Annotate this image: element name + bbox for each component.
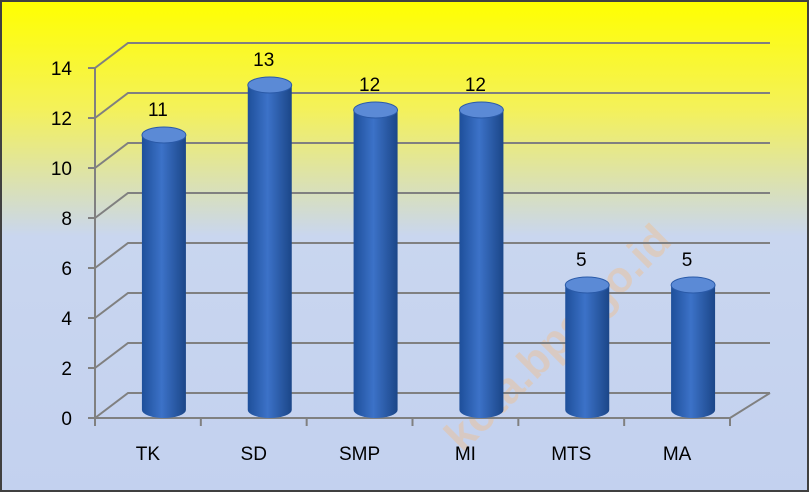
x-tick-label: SD bbox=[241, 444, 267, 465]
grid-line bbox=[94, 142, 770, 169]
bar-body bbox=[459, 110, 504, 418]
bar-top bbox=[564, 276, 610, 294]
x-tick-label: TK bbox=[136, 444, 161, 465]
bar-top bbox=[458, 101, 504, 119]
grid-line bbox=[94, 242, 770, 269]
bar-body bbox=[141, 135, 186, 418]
x-tick-label: SMP bbox=[339, 444, 380, 465]
value-label: 5 bbox=[682, 250, 693, 271]
y-tick-label: 4 bbox=[61, 309, 72, 330]
value-label: 12 bbox=[465, 75, 486, 96]
bar bbox=[141, 126, 187, 418]
grid-line bbox=[94, 192, 770, 219]
bar bbox=[670, 276, 716, 418]
bar-body bbox=[353, 110, 398, 418]
bar-body bbox=[671, 285, 716, 418]
x-tick-label: MA bbox=[663, 444, 692, 465]
value-label: 12 bbox=[359, 75, 380, 96]
y-tick-label: 10 bbox=[51, 159, 72, 180]
bar-body bbox=[565, 285, 610, 418]
y-tick-label: 8 bbox=[61, 209, 72, 230]
bar bbox=[458, 101, 504, 418]
grid-line bbox=[94, 292, 770, 319]
grid-line bbox=[94, 342, 770, 369]
x-tick-label: MI bbox=[455, 444, 476, 465]
bar bbox=[353, 101, 399, 418]
y-tick-label: 14 bbox=[51, 59, 73, 80]
grid-line bbox=[94, 92, 770, 119]
bar-top bbox=[670, 276, 716, 294]
y-tick-label: 12 bbox=[51, 109, 72, 130]
bar bbox=[247, 76, 293, 418]
bar-top bbox=[353, 101, 399, 119]
bar-top bbox=[247, 76, 293, 94]
bar-body bbox=[247, 85, 292, 418]
bar bbox=[564, 276, 610, 418]
grid-line bbox=[94, 392, 770, 419]
bar-top bbox=[141, 126, 187, 144]
x-tick-label: MTS bbox=[551, 444, 591, 465]
y-tick-label: 2 bbox=[61, 359, 72, 380]
grid-line bbox=[94, 42, 770, 69]
y-tick-label: 0 bbox=[61, 409, 72, 430]
y-tick-label: 6 bbox=[61, 259, 72, 280]
value-label: 13 bbox=[253, 50, 274, 71]
value-label: 11 bbox=[148, 100, 168, 121]
value-label: 5 bbox=[576, 250, 587, 271]
